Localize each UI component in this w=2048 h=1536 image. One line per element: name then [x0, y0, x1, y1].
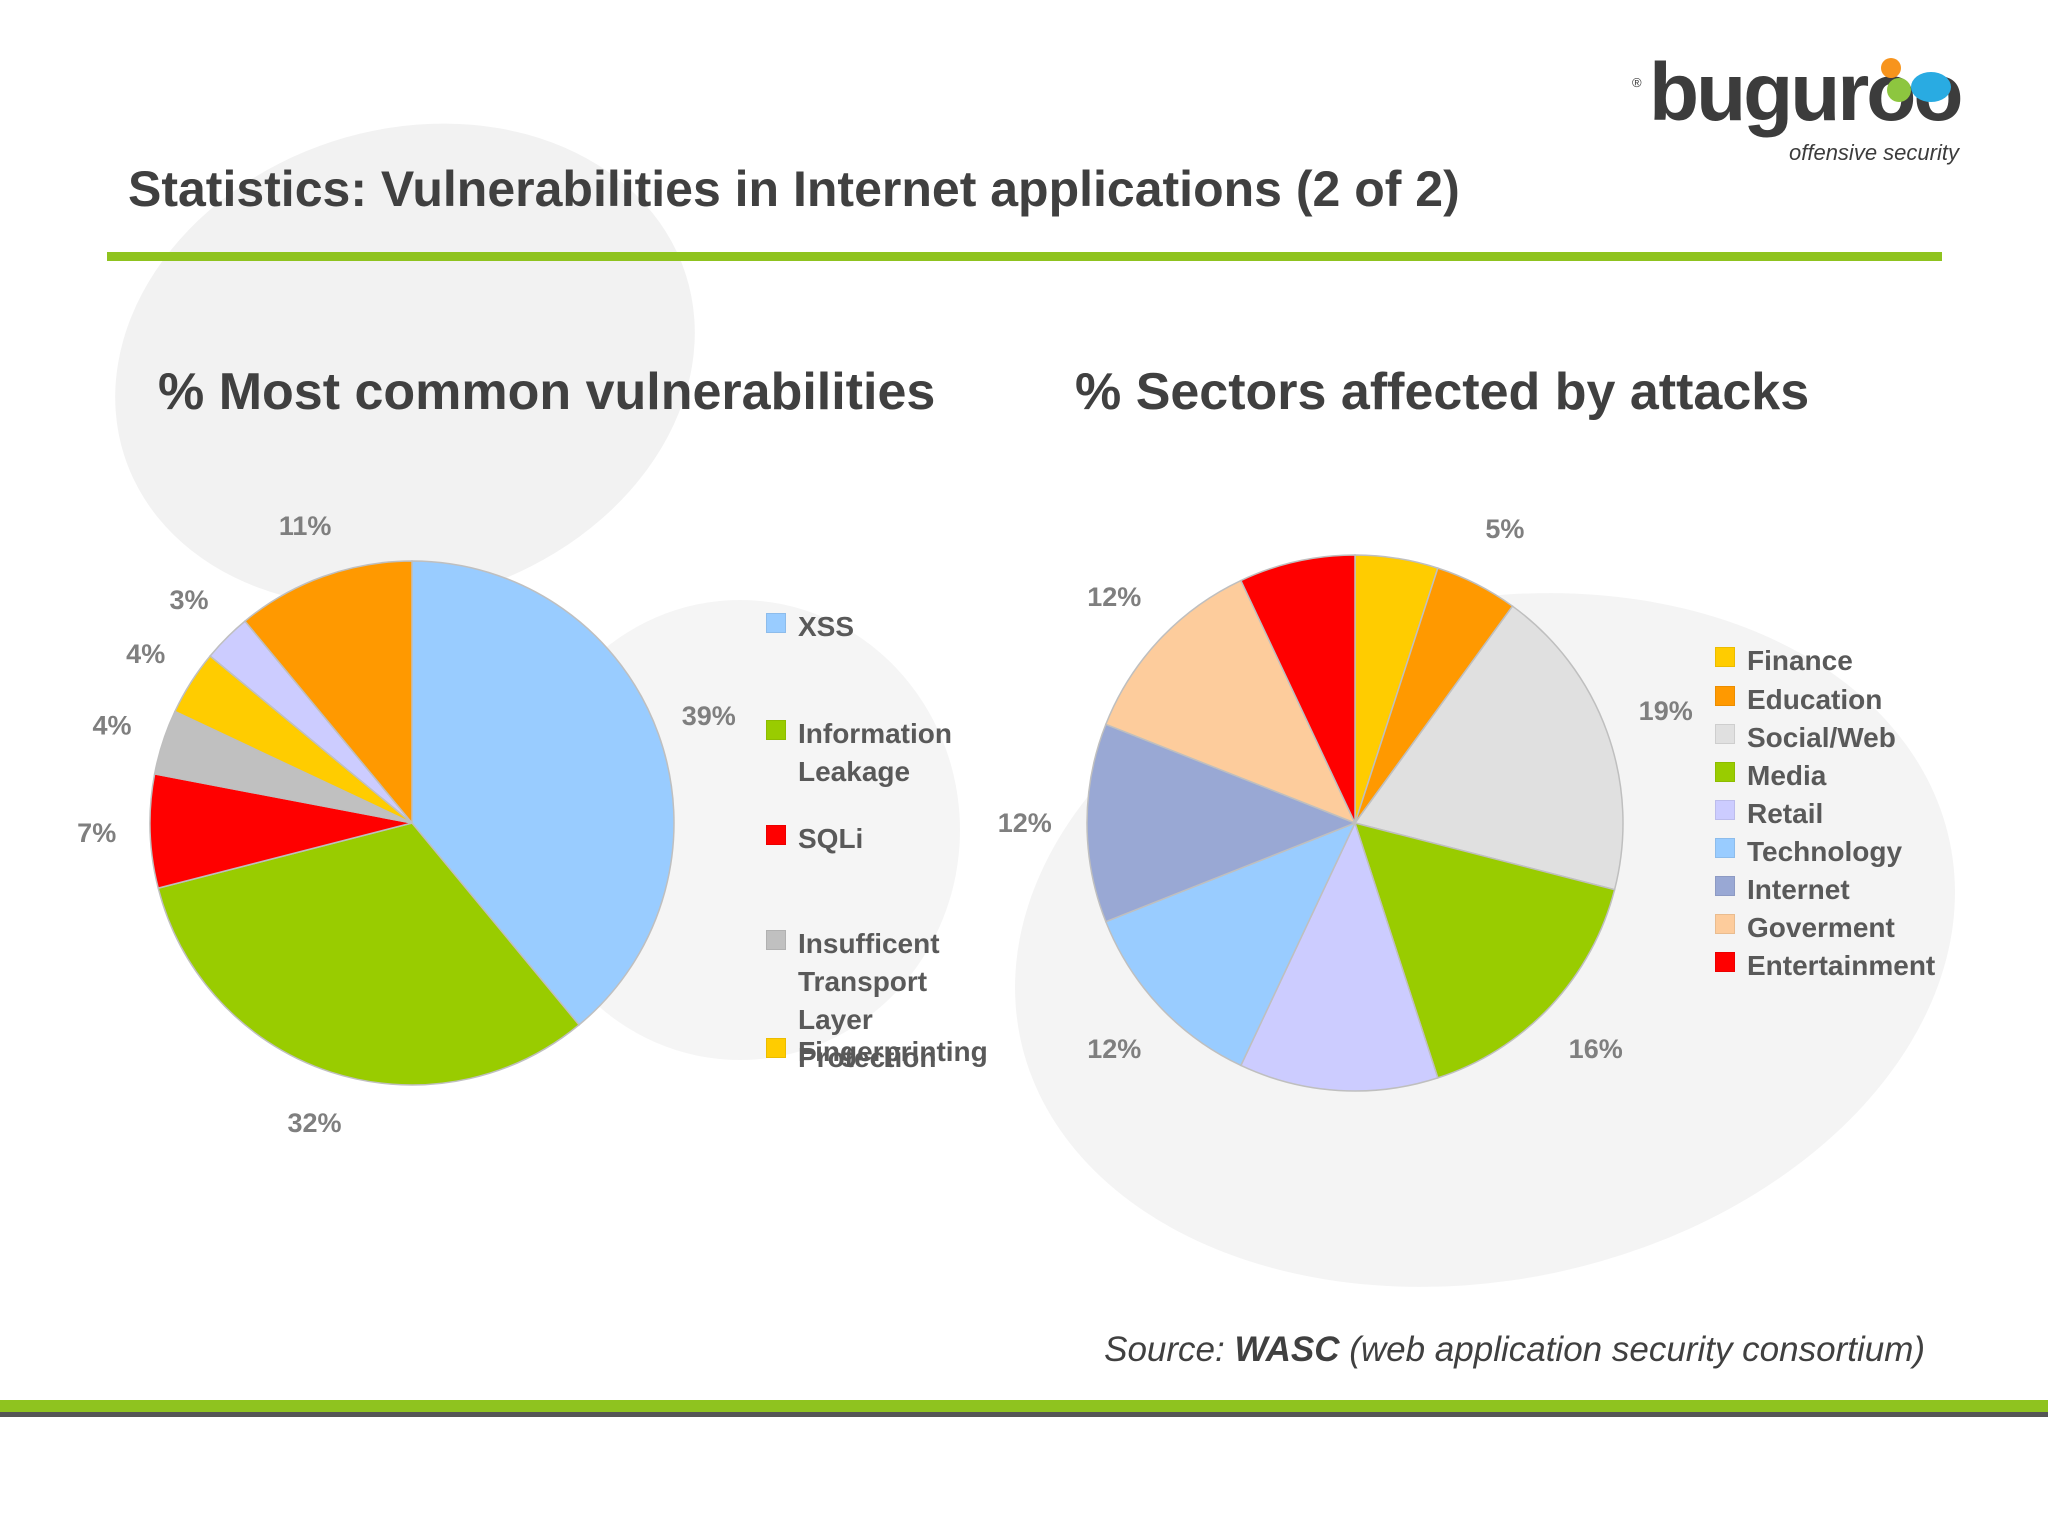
legend-label: Insufficent Transport Layer Protection — [798, 928, 940, 1073]
footer-bar-dark — [0, 1412, 2048, 1417]
legend-item: Entertainment — [1715, 947, 1935, 985]
pie-slice — [149, 773, 413, 890]
pie-data-label: 19% — [1639, 696, 1693, 726]
pie-slice — [157, 822, 581, 1086]
pie-data-label: 4% — [92, 711, 131, 741]
legend-swatch — [1715, 762, 1735, 782]
legend-item: Information Leakage — [766, 715, 952, 791]
pie-data-label: 4% — [126, 639, 165, 669]
legend-label: Education — [1747, 684, 1883, 715]
heading-text: Most common vulnerabilities — [218, 363, 936, 421]
legend-item: Insufficent Transport Layer Protection — [766, 925, 940, 1077]
footer-bar-green — [0, 1400, 2048, 1412]
legend-item: Fingerprinting — [766, 1033, 988, 1071]
legend-label: Social/Web — [1747, 722, 1896, 753]
legend-item: Retail — [1715, 795, 1823, 833]
legend-label: Fingerprinting — [798, 1036, 988, 1067]
pie-slice — [1239, 820, 1439, 1092]
legend-item: Media — [1715, 757, 1826, 795]
logo-tagline: offensive security — [1789, 140, 1959, 165]
pie-slice — [1239, 554, 1356, 824]
pie-slice — [243, 560, 413, 826]
legend-label: Media — [1747, 760, 1827, 791]
legend-label: XSS — [798, 611, 855, 642]
legend-swatch — [1715, 800, 1735, 820]
pie-data-label: 7% — [77, 818, 116, 848]
legend-label: Entertainment — [1747, 950, 1936, 981]
pie-data-label: 11% — [279, 511, 332, 541]
pie-data-label: 39% — [682, 701, 736, 731]
pie-data-label: 16% — [1569, 1034, 1623, 1064]
heading-percent-sign: % — [1075, 363, 1122, 421]
legend-swatch — [766, 720, 786, 740]
legend-swatch — [1715, 724, 1735, 744]
legend-label: Internet — [1747, 874, 1850, 905]
legend-item: XSS — [766, 608, 854, 646]
legend-swatch — [1715, 647, 1735, 667]
legend-swatch — [1715, 876, 1735, 896]
pie-0: 39%32%7%4%4%3%11% — [77, 511, 736, 1138]
legend-swatch — [1715, 838, 1735, 858]
pie-data-label: 3% — [169, 585, 208, 615]
legend-label: Goverment — [1747, 912, 1895, 943]
legend-swatch — [1715, 686, 1735, 706]
pie-slice — [1104, 821, 1357, 1067]
pie-data-label: 5% — [1485, 514, 1524, 544]
pie-1: 5% 19% 16% 12% 12% 12% — [998, 514, 1693, 1092]
registered-mark: ® — [1632, 75, 1642, 90]
title-divider — [107, 252, 1942, 261]
legend-swatch — [766, 930, 786, 950]
legend-swatch — [766, 1038, 786, 1058]
buguroo-logo: ® buguroo offensive security — [1625, 52, 1985, 174]
pie-data-label: 12% — [1087, 582, 1141, 612]
legend-item: Social/Web — [1715, 719, 1896, 757]
pie-data-label: 12% — [1087, 1034, 1141, 1064]
logo-blue-dot-icon — [1911, 72, 1951, 102]
legend-item: Internet — [1715, 871, 1850, 909]
pie-slice — [1104, 579, 1357, 825]
logo-green-dot-icon — [1887, 78, 1911, 102]
chart-heading-vulnerabilities: % Most common vulnerabilities — [158, 362, 935, 422]
pie-slice — [1086, 723, 1358, 923]
legend-swatch — [1715, 914, 1735, 934]
legend-item: Education — [1715, 681, 1882, 719]
legend-item: Technology — [1715, 833, 1902, 871]
legend-label: Retail — [1747, 798, 1824, 829]
heading-text: Sectors affected by attacks — [1135, 363, 1810, 421]
pie-slice — [411, 560, 675, 1026]
source-citation: Source: WASC (web application security c… — [1104, 1330, 1925, 1370]
legend-label: Information Leakage — [798, 718, 952, 787]
legend-label: Finance — [1747, 645, 1853, 676]
logo-wordmark: buguroo — [1649, 47, 1963, 138]
pie-slice — [1353, 605, 1624, 891]
legend-label: Technology — [1747, 836, 1903, 867]
pie-slice — [1353, 821, 1616, 1079]
slide-title: Statistics: Vulnerabilities in Internet … — [128, 161, 1460, 217]
legend-swatch — [1715, 952, 1735, 972]
legend-item: Goverment — [1715, 909, 1895, 947]
legend-swatch — [766, 613, 786, 633]
legend-swatch — [766, 825, 786, 845]
heading-percent-sign: % — [158, 363, 205, 421]
legend-item: Finance — [1715, 642, 1853, 680]
legend-label: SQLi — [798, 823, 864, 854]
pie-data-label: 32% — [287, 1108, 341, 1138]
pie-data-label: 12% — [998, 808, 1052, 838]
legend-item: SQLi — [766, 820, 863, 858]
chart-heading-sectors: % Sectors affected by attacks — [1075, 362, 1809, 422]
source-prefix: Source: — [1104, 1330, 1235, 1369]
source-org: WASC — [1234, 1330, 1340, 1369]
logo-orange-dot-icon — [1881, 58, 1901, 78]
source-suffix: (web application security consortium) — [1339, 1330, 1925, 1369]
